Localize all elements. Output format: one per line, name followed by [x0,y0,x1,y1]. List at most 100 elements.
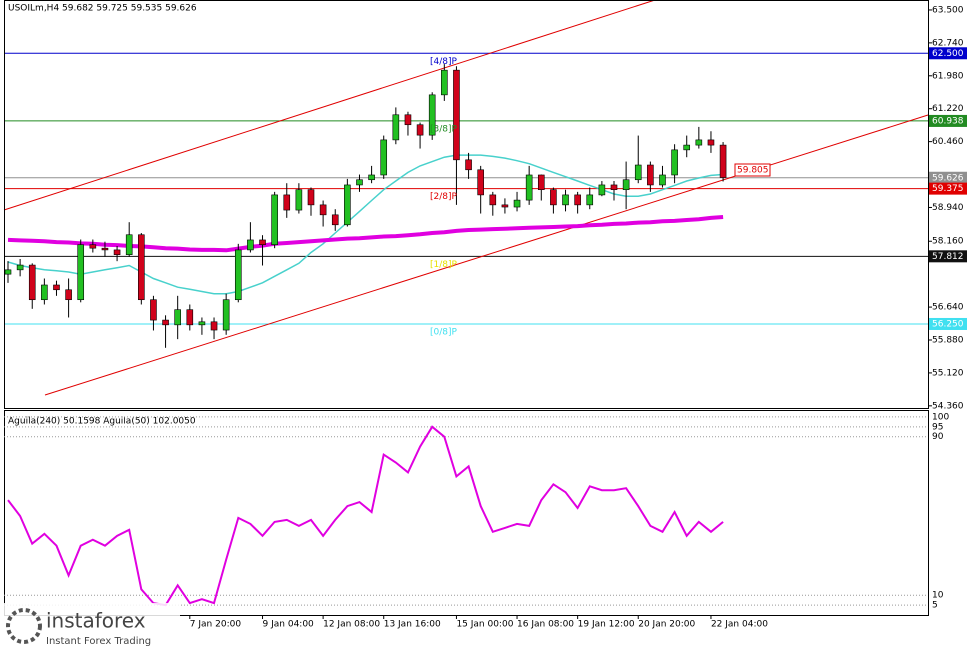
candle-body [489,194,497,206]
price-layer [4,64,727,348]
level-label-bg [929,171,967,184]
level-label: 59.626 [932,173,964,183]
y-tick-label: 55.880 [932,336,964,346]
x-tick-label: 9 Jan 04:00 [263,620,315,630]
level-label-bg [929,47,967,60]
osc-tick-label: 90 [932,432,944,442]
y-tick-label: 58.940 [932,203,964,213]
candle-body [562,194,569,206]
candle-body [404,114,412,126]
candle-body [283,194,291,211]
level-label: 56.250 [932,319,964,329]
x-tick-label: 15 Jan 00:00 [456,620,513,630]
candle-body [622,179,630,191]
x-tick-label: 20 Jan 20:00 [638,620,695,630]
y-tick-label: 63.500 [932,5,964,15]
y-tick-label: 60.460 [932,137,964,147]
candle-body [453,69,460,161]
level-tag: [2/8]P [430,192,458,202]
candle-body [89,244,97,249]
candle-body [683,144,691,151]
candle-body [16,264,24,271]
candle-body [598,184,606,196]
osc-tick-label: 5 [932,601,938,611]
candle-body [368,174,375,181]
candle-body [259,239,266,246]
candle-body [671,149,678,176]
channel-lower [44,114,929,396]
candle-body [525,174,533,201]
level-label-bg [929,114,967,127]
candle-body [392,114,400,141]
osc-tick-label: 95 [932,422,943,432]
candle-body [210,321,218,331]
candle-body [428,94,436,136]
channel-upper [3,0,656,211]
candle-body [234,249,242,301]
candle-body [53,284,60,291]
osc-tick-label: 100 [932,412,949,422]
logo-tagline: Instant Forex Trading [46,636,151,647]
level-label-bg [929,317,967,330]
oscillator-frame [4,410,929,616]
candle-body [380,139,388,176]
candle-body [41,284,48,301]
level-label: 59.375 [932,184,964,194]
candle-body [319,204,327,216]
level-label: 57.812 [932,252,964,262]
candle-body [101,247,109,251]
candle-body [586,194,594,206]
annotation-box [734,163,771,177]
logo-name: instaforex [46,609,146,633]
level-tag: [3/8]P [430,124,458,134]
x-tick-label: 7 Jan 20:00 [190,620,242,630]
oscillator-title: Aguila(240) 50.1598 Aguila(50) 102.0050 [8,417,196,427]
candle-body [610,184,618,191]
candle-body [138,234,145,301]
candle-body [295,189,303,211]
candle-body [4,269,12,275]
y-tick-label: 56.640 [932,303,964,313]
level-tag: [1/8]P [430,260,458,270]
candle-body [647,164,654,186]
chart-title: USOILm,H4 59.682 59.725 59.535 59.626 [8,4,197,14]
x-tick-label: 19 Jan 12:00 [578,620,635,630]
candle-body [477,169,484,196]
candle-body [271,194,278,246]
logo-icon [6,608,42,644]
y-tick-label: 55.120 [932,368,964,378]
candle-body [113,249,121,255]
level-label: 62.500 [932,49,964,59]
candle-body [513,199,521,208]
y-tick-label: 61.980 [932,71,964,81]
x-tick-label: 13 Jan 16:00 [384,620,441,630]
level-label: 60.938 [932,116,964,126]
candle-body [416,124,424,136]
candle-body [356,179,363,186]
candle-body [537,174,545,191]
candle-body [550,189,557,206]
candle-body [150,299,157,321]
x-tick-label: 22 Jan 04:00 [711,620,768,630]
annotation-label: 59.805 [737,166,769,176]
candle-body [659,174,666,186]
price-frame [4,0,929,409]
oscillator-line [7,425,724,607]
candle-body [247,239,254,251]
candle-body [441,69,448,96]
level-label-bg [929,250,967,263]
candle-body [28,264,36,301]
candle-body [65,289,72,301]
candle-body [501,204,509,208]
candle-body [125,234,133,255]
logo: instaforex Instant Forex Trading [0,603,180,650]
x-tick-label: 16 Jan 08:00 [517,620,574,630]
y-tick-label: 61.220 [932,104,964,114]
candle-body [222,299,230,331]
x-tick-label: 12 Jan 08:00 [323,620,380,630]
candle-body [162,319,169,326]
candle-body [174,309,181,326]
candle-body [707,139,715,146]
